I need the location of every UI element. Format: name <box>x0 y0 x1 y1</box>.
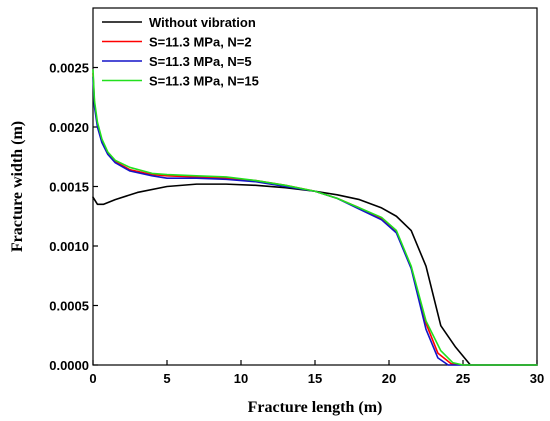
series-line-4 <box>92 69 538 366</box>
y-tick-label: 0.0025 <box>49 61 89 76</box>
x-tick-label: 0 <box>89 371 96 386</box>
series-line-3 <box>92 76 538 366</box>
y-tick-label: 0.0015 <box>49 180 89 195</box>
legend-label: S=11.3 MPa, N=15 <box>149 74 259 89</box>
y-axis-title: Fracture width (m) <box>9 121 26 252</box>
y-tick-label: 0.0010 <box>49 239 89 254</box>
series-line-2 <box>92 72 538 366</box>
x-axis: 0 5 10 15 20 25 30 <box>89 360 544 386</box>
x-axis-title: Fracture length (m) <box>248 399 383 416</box>
legend-label: Without vibration <box>149 15 256 30</box>
x-tick-label: 30 <box>530 371 544 386</box>
x-tick-label: 10 <box>234 371 248 386</box>
series-line-1 <box>92 183 538 366</box>
x-tick-label: 5 <box>163 371 170 386</box>
y-tick-label: 0.0020 <box>49 120 89 135</box>
y-axis: 0.0000 0.0005 0.0010 0.0015 0.0020 0.0025 <box>49 61 98 373</box>
x-tick-label: 25 <box>456 371 470 386</box>
legend: Without vibration S=11.3 MPa, N=2 S=11.3 M… <box>102 15 259 89</box>
x-tick-label: 20 <box>382 371 396 386</box>
y-tick-label: 0.0000 <box>49 358 89 373</box>
legend-label: S=11.3 MPa, N=5 <box>149 54 252 69</box>
x-tick-label: 15 <box>308 371 322 386</box>
y-tick-label: 0.0005 <box>49 299 89 314</box>
legend-label: S=11.3 MPa, N=2 <box>149 35 252 50</box>
series-group <box>92 69 538 366</box>
